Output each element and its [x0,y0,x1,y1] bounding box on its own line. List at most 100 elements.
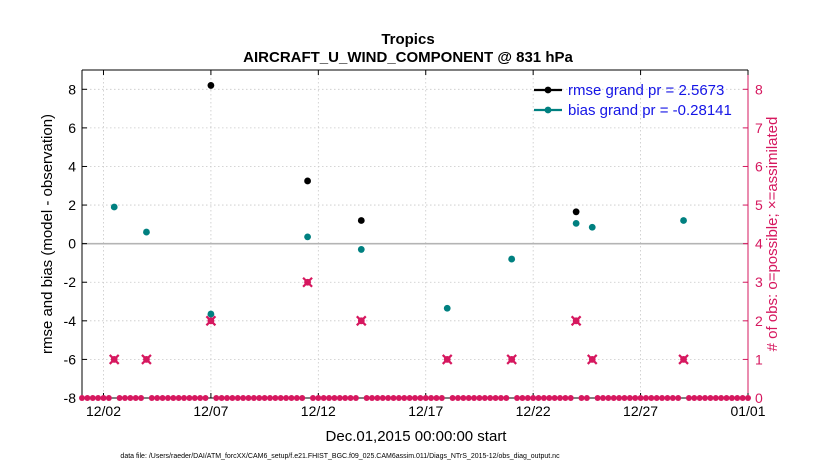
zero-count-marker [342,395,349,401]
zero-count-marker [460,395,467,401]
zero-count-marker [374,395,381,401]
zero-count-marker [535,395,542,401]
y-tick-label: 8 [68,81,76,97]
zero-count-marker [599,395,606,401]
x-axis-label: Dec.01,2015 00:00:00 start [326,428,508,445]
bias-point [304,233,311,241]
zero-count-marker [369,395,376,401]
zero-count-marker [723,395,730,401]
x-tick-label: 12/07 [193,403,228,419]
zero-count-marker [621,395,628,401]
zero-count-marker [363,395,370,401]
zero-count-marker [406,395,413,401]
zero-count-marker [412,395,418,401]
bias-point [680,217,687,224]
y-tick-label: -6 [64,351,77,367]
zero-count-marker [745,395,751,401]
obs-assimilated-marker [678,354,689,365]
bias-point [508,255,516,263]
zero-count-marker [669,395,676,401]
zero-count-marker [605,395,612,401]
zero-count-marker [718,395,725,401]
zero-count-marker [567,395,574,401]
right-y-tick-label: 2 [755,313,763,329]
zero-count-marker [245,395,252,401]
x-tick-label: 01/01 [730,403,765,419]
zero-count-marker [79,395,85,401]
zero-count-marker [675,395,682,401]
rmse-point [572,208,580,216]
zero-count-marker [578,395,585,401]
plot-layer: 12/02 12/07 12/12 12/17 12/22 12/27 01/01 -8 -6 -… [64,69,766,419]
zero-count-marker [224,395,231,401]
zero-count-marker [116,395,123,401]
zero-count-marker [261,395,268,401]
right-y-axis-label: # of obs: o=possible; ×=assimilated [764,117,781,352]
zero-count-marker [256,395,263,401]
zero-count-marker [105,395,112,401]
right-y-tick-label: 1 [755,351,763,367]
legend-marker [544,86,552,94]
obs-assimilated-marker [205,315,217,327]
y-tick-label: 6 [68,120,76,136]
right-y-tick-label: 5 [755,197,763,213]
zero-count-marker [702,395,709,401]
legend-bias-label: bias grand pr = -0.28141 [568,102,732,119]
data-file-footer: data file: /Users/raeder/DAI/ATM_forcXX/… [120,453,560,460]
right-y-tick-label: 0 [755,390,763,406]
zero-count-marker [551,395,558,401]
zero-count-marker [637,395,644,401]
zero-count-marker [326,395,333,401]
right-y-tick-label: 3 [755,274,763,290]
zero-count-marker [664,395,671,401]
zero-count-marker [707,395,714,401]
zero-count-marker [691,395,698,401]
zero-count-marker [438,395,445,401]
bias-point [572,219,580,227]
zero-count-marker [84,395,91,401]
legend-marker [544,106,552,114]
zero-count-marker [250,395,257,401]
obs-assimilated-marker [441,354,453,365]
zero-count-marker [610,395,617,401]
zero-count-marker [191,395,198,401]
chart-title: Tropics [381,31,434,48]
zero-count-marker [562,395,569,401]
zero-count-marker [632,395,639,401]
zero-count-marker [95,395,102,401]
y-tick-label: -8 [64,390,77,406]
zero-count-marker [229,395,236,401]
x-tick-label: 12/02 [86,403,121,419]
zero-count-marker [428,395,435,401]
zero-count-marker [299,395,306,401]
x-tick-label: 12/27 [623,403,658,419]
zero-count-marker [390,395,397,401]
zero-count-marker [540,395,547,401]
zero-count-marker [653,395,660,401]
zero-count-marker [514,395,521,401]
zero-count-marker [492,395,499,401]
zero-count-marker [712,395,719,401]
rmse-point [304,177,311,185]
zero-count-marker [127,395,134,401]
zero-count-marker [497,395,504,401]
zero-count-marker [121,395,128,401]
zero-count-marker [89,395,96,401]
zero-count-marker [524,395,531,401]
zero-count-marker [379,395,386,401]
zero-count-marker [503,395,510,401]
zero-count-marker [465,395,472,401]
rmse-point [207,82,215,89]
legend: rmse grand pr = 2.5673 bias grand pr = -0… [534,82,732,119]
zero-count-marker [401,395,408,401]
zero-count-marker [395,395,402,401]
zero-count-marker [320,395,327,401]
zero-count-marker [454,395,461,401]
bias-point [588,223,596,231]
zero-count-marker [331,395,338,401]
zero-count-marker [696,395,703,401]
zero-count-marker [181,395,188,401]
zero-count-marker [288,395,295,401]
